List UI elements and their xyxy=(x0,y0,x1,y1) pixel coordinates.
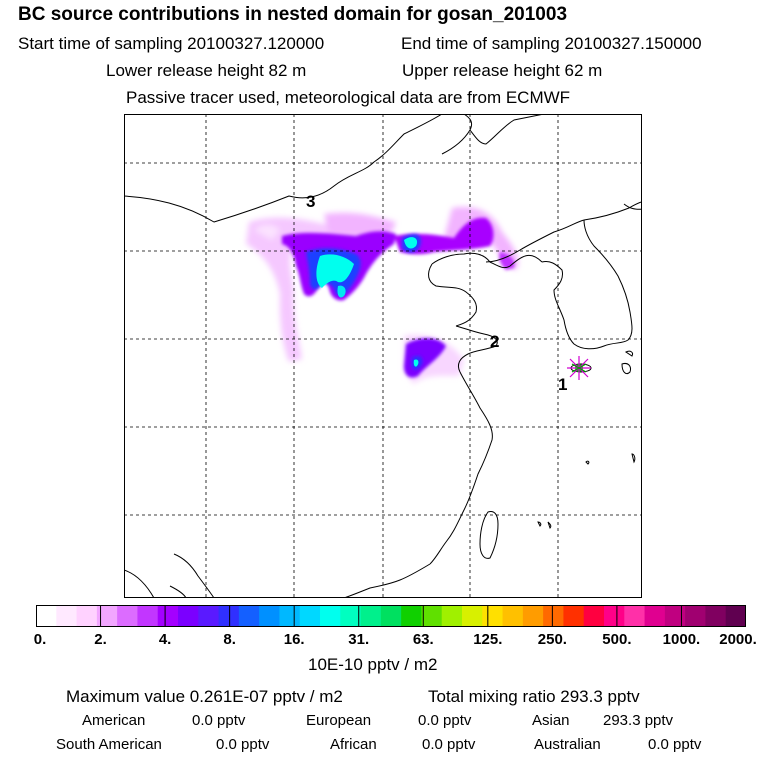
marker-2: 2 xyxy=(490,332,499,351)
region-name-asian: Asian xyxy=(532,712,570,729)
colorbar-cell xyxy=(421,605,443,627)
colorbar-cell xyxy=(96,605,118,627)
colorbar-cell xyxy=(462,605,483,627)
colorbar-units: 10E-10 pptv / m2 xyxy=(308,655,438,674)
colorbar-tick-label: 63. xyxy=(412,631,434,648)
start-time: Start time of sampling 20100327.120000 xyxy=(18,34,325,53)
colorbar-cell xyxy=(279,605,301,627)
colorbar-tick-label: 16. xyxy=(283,631,305,648)
source-contribution-map: 3 2 1 xyxy=(124,114,642,598)
colorbar-tick-label: 8. xyxy=(223,631,236,648)
colorbar-cell xyxy=(76,605,98,627)
region-value-american: 0.0 pptv xyxy=(192,712,246,729)
region-value-asian: 293.3 pptv xyxy=(603,712,674,729)
end-time: End time of sampling 20100327.150000 xyxy=(401,34,702,53)
colorbar-cell xyxy=(401,605,423,627)
coastlines-and-borders xyxy=(124,114,642,598)
colorbar-cell xyxy=(137,605,159,627)
colorbar-tick-label: 0. xyxy=(33,631,47,648)
marker-1: 1 xyxy=(558,375,567,394)
colorbar-cell xyxy=(624,605,646,627)
lat-lon-grid xyxy=(124,114,642,598)
colorbar-tick-label: 1000. xyxy=(662,631,701,648)
colorbar-cell xyxy=(117,605,139,627)
colorbar-cell xyxy=(218,605,240,627)
region-name-african: African xyxy=(330,736,377,753)
maximum-value: Maximum value 0.261E-07 pptv / m2 xyxy=(66,687,343,706)
colorbar-tick-label: 4. xyxy=(158,631,172,648)
colorbar-cell xyxy=(157,605,179,627)
colorbar-cell xyxy=(36,605,57,627)
colorbar-cell xyxy=(56,605,78,627)
colorbar-cell xyxy=(259,605,281,627)
colorbar-cell xyxy=(725,605,746,627)
region-value-south-american: 0.0 pptv xyxy=(216,736,270,753)
region-name-american: American xyxy=(82,712,146,729)
colorbar-cell xyxy=(583,605,605,627)
colorbar-cell xyxy=(198,605,220,627)
colorbar-cell xyxy=(482,605,504,627)
upper-release-height: Upper release height 62 m xyxy=(402,61,603,80)
colorbar-tick-label: 125. xyxy=(473,631,503,648)
colorbar-tick-label: 2. xyxy=(94,631,107,648)
colorbar xyxy=(36,605,746,627)
colorbar-cell xyxy=(340,605,362,627)
colorbar-cell xyxy=(522,605,544,627)
colorbar-cell xyxy=(360,605,382,627)
colorbar-cell xyxy=(705,605,727,627)
lower-release-height: Lower release height 82 m xyxy=(106,61,307,80)
region-name-european: European xyxy=(306,712,372,729)
colorbar-cell xyxy=(644,605,666,627)
tracer-info: Passive tracer used, meteorological data… xyxy=(126,88,571,107)
colorbar-tick-label: 500. xyxy=(602,631,632,648)
region-value-european: 0.0 pptv xyxy=(418,712,472,729)
colorbar-cell xyxy=(664,605,686,627)
colorbar-cell xyxy=(320,605,341,627)
colorbar-cell xyxy=(563,605,585,627)
colorbar-cell xyxy=(543,605,565,627)
region-name-australian: Australian xyxy=(534,736,601,753)
colorbar-tick-label: 2000. xyxy=(719,631,757,648)
region-value-african: 0.0 pptv xyxy=(422,736,476,753)
plot-title: BC source contributions in nested domain… xyxy=(18,4,568,25)
region-value-australian: 0.0 pptv xyxy=(648,736,702,753)
region-name-south-american: South American xyxy=(56,736,162,753)
concentration-field xyxy=(246,206,519,384)
colorbar-cell xyxy=(685,605,707,627)
colorbar-cell xyxy=(441,605,463,627)
colorbar-cell xyxy=(502,605,524,627)
colorbar-cell xyxy=(178,605,199,627)
total-mixing-ratio: Total mixing ratio 293.3 pptv xyxy=(428,687,640,706)
marker-3: 3 xyxy=(306,192,315,211)
colorbar-tick-label: 31. xyxy=(348,631,370,648)
colorbar-cell xyxy=(238,605,260,627)
colorbar-tick-label: 250. xyxy=(537,631,567,648)
colorbar-cell xyxy=(604,605,625,627)
colorbar-cell xyxy=(299,605,321,627)
station-marker xyxy=(567,356,592,380)
colorbar-cell xyxy=(380,605,402,627)
